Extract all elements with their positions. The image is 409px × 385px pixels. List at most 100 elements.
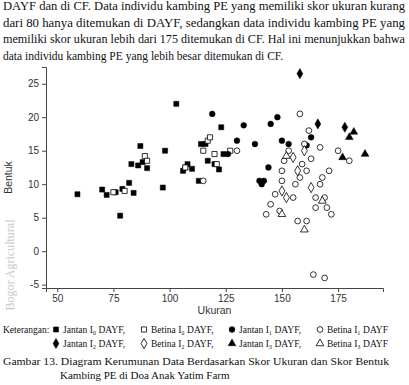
point	[219, 125, 224, 130]
tick-label: 20	[28, 112, 40, 123]
point	[234, 138, 240, 144]
point	[234, 148, 240, 154]
paragraph-line: data individu kambing PE yang lebih besa…	[3, 50, 283, 63]
point	[286, 141, 292, 147]
legend-item: Betina I₀ DAYF,	[141, 325, 213, 335]
paragraph-line: DAYF dan di CF. Data individu kambing PE…	[3, 0, 405, 13]
point	[313, 205, 319, 211]
point	[319, 175, 325, 181]
legend-marker	[53, 327, 58, 332]
point	[350, 127, 358, 134]
tick-label: -5	[30, 279, 39, 290]
series	[339, 127, 369, 159]
point	[263, 211, 269, 217]
tick-label: 50	[52, 293, 64, 304]
point	[290, 195, 296, 201]
series	[278, 152, 326, 232]
point	[315, 119, 321, 129]
point	[304, 218, 310, 224]
point	[214, 162, 219, 167]
point	[216, 167, 221, 172]
tick-label: 25	[28, 78, 40, 89]
legend-marker	[141, 338, 147, 348]
tick: 150	[274, 288, 291, 304]
axis-line	[47, 289, 384, 293]
tick: 15	[28, 145, 46, 156]
point	[313, 195, 319, 201]
point	[342, 122, 348, 132]
point	[283, 192, 289, 202]
point	[297, 69, 303, 79]
point	[308, 156, 314, 162]
point	[308, 182, 314, 192]
tick-label: 175	[330, 293, 347, 304]
points	[75, 69, 369, 281]
point	[317, 181, 323, 187]
y-axis-title: Bentuk	[2, 160, 14, 193]
series	[297, 69, 348, 133]
tick-mark	[282, 288, 283, 292]
point	[127, 180, 132, 185]
legend-entry: Jantan I₃ DAYF,	[239, 339, 301, 349]
legend-item: Betina I₁ DAYF	[317, 325, 388, 335]
legend-marker	[316, 339, 324, 346]
tick: -5	[30, 279, 46, 290]
point	[201, 148, 206, 153]
x-axis-title: Ukuran	[198, 304, 232, 316]
point	[301, 146, 307, 156]
point	[118, 213, 123, 218]
point	[266, 165, 272, 171]
point	[122, 188, 127, 193]
tick-mark	[42, 184, 46, 185]
point	[189, 166, 194, 171]
point	[306, 128, 312, 134]
point	[324, 205, 330, 211]
point	[283, 152, 291, 159]
point	[138, 143, 143, 148]
point	[279, 178, 285, 184]
point	[268, 201, 274, 207]
point	[209, 111, 215, 117]
point	[299, 161, 305, 167]
point	[174, 101, 179, 106]
legend-item: Jantan I₀ DAYF,	[53, 325, 125, 335]
point	[129, 162, 134, 167]
paragraph-line: dari 80 hanya ditemukan di DAYF, sedangk…	[3, 17, 405, 30]
tick-label: 0	[33, 246, 39, 257]
legend-label: Keterangan:	[3, 325, 49, 335]
x-axis: 5075100125150175	[47, 288, 384, 304]
series	[279, 146, 314, 203]
point	[304, 168, 310, 174]
point	[111, 190, 116, 195]
legend-marker	[228, 339, 236, 346]
point	[279, 138, 285, 144]
legend-item: Betina I₂ DAYF,	[141, 338, 214, 349]
point	[100, 187, 105, 192]
point	[322, 275, 328, 281]
point	[160, 185, 165, 190]
tick: 10	[28, 179, 46, 190]
point	[339, 153, 347, 160]
legend-item: Jantan I₃ DAYF,	[228, 339, 301, 349]
point	[261, 178, 267, 184]
legend-marker	[53, 338, 59, 348]
tick-mark	[42, 251, 46, 252]
tick: 125	[218, 288, 235, 304]
point	[207, 135, 212, 140]
point	[268, 121, 274, 127]
caption-line: Gambar 13. Diagram Kerumunan Data Berdas…	[3, 355, 390, 367]
point	[297, 111, 303, 117]
page: Bogor AgriculturalDAYF dan di CF. Data i…	[0, 0, 409, 385]
tick: 100	[162, 288, 179, 304]
point	[326, 168, 332, 174]
tick: 50	[52, 288, 64, 304]
legend-entry: Betina I₀ DAYF,	[151, 325, 214, 335]
point	[335, 148, 341, 154]
point	[300, 225, 308, 232]
legend-item: Betina I₃ DAYF	[316, 339, 388, 349]
point	[104, 192, 109, 197]
legend-entry: Betina I₂ DAYF,	[151, 339, 214, 349]
tick: 5	[33, 212, 46, 223]
tick: 0	[33, 246, 46, 257]
point	[310, 272, 316, 278]
